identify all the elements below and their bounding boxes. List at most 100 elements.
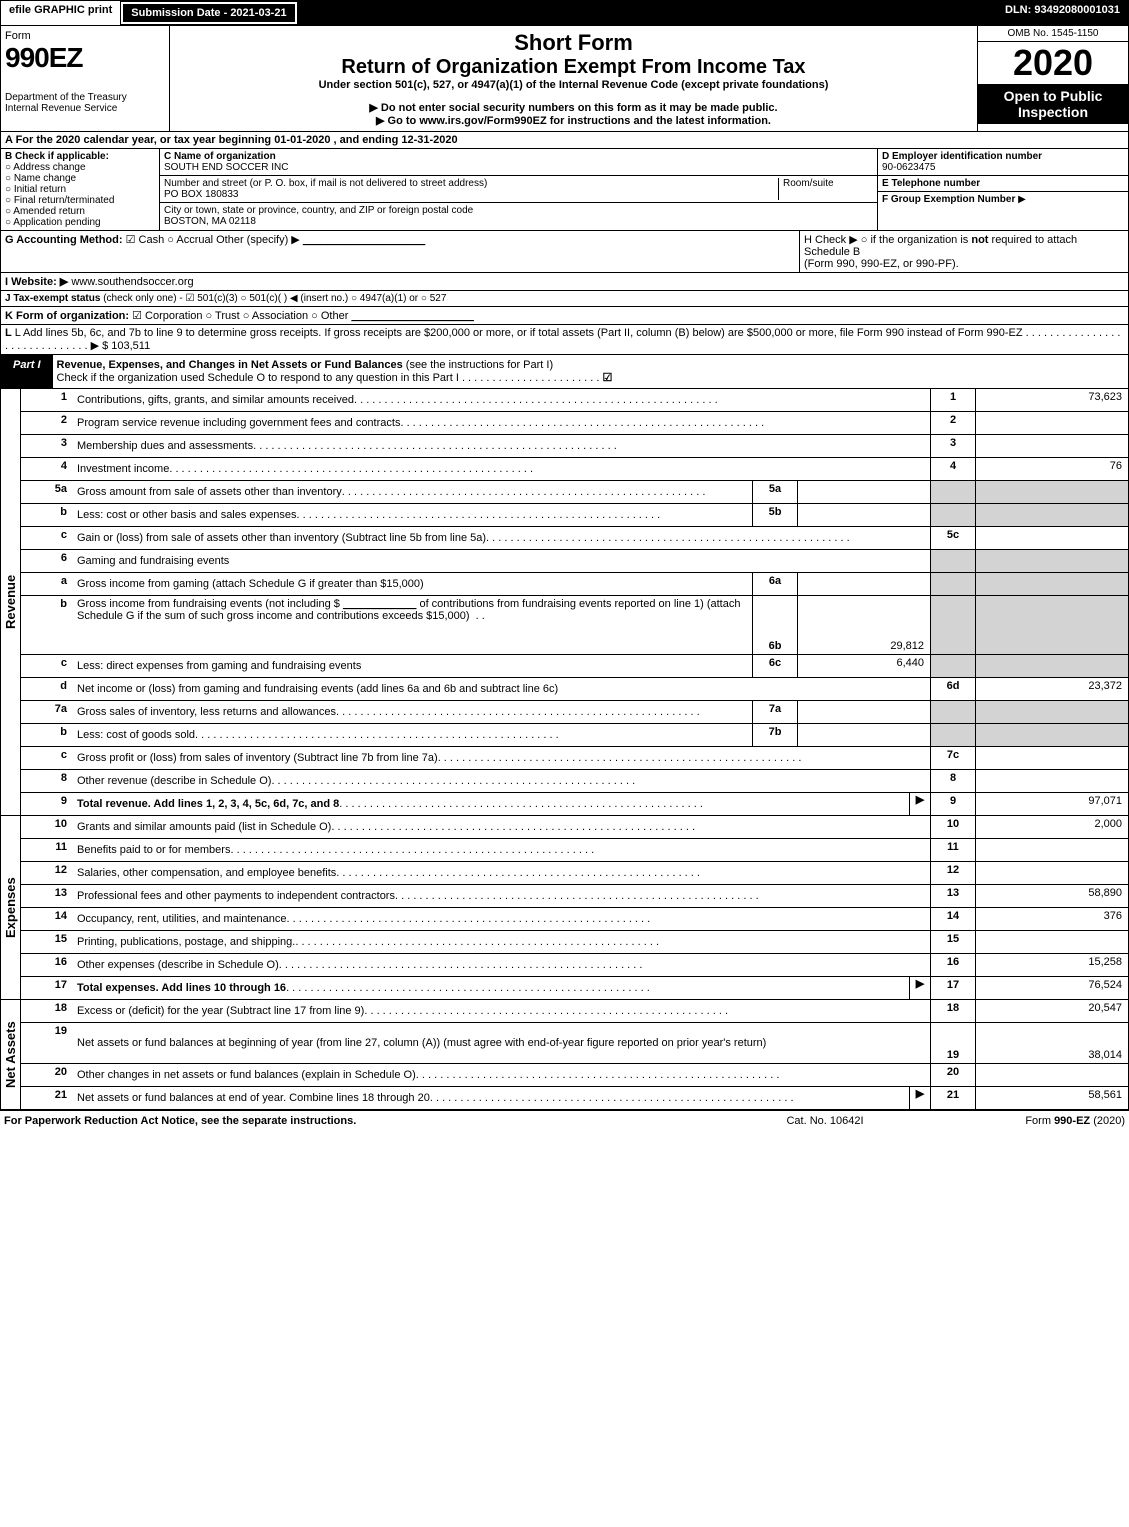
line-5b-no: b bbox=[21, 504, 73, 526]
line-7b-no: b bbox=[21, 724, 73, 746]
line-11-rval bbox=[975, 839, 1128, 861]
website-label: I Website: ▶ bbox=[5, 276, 68, 288]
h-checkbox[interactable] bbox=[861, 234, 871, 246]
line-18-rval: 20,547 bbox=[975, 1000, 1128, 1022]
efile-label[interactable]: efile GRAPHIC print bbox=[1, 1, 120, 25]
line-2-no: 2 bbox=[21, 412, 73, 434]
line-18-desc: Excess or (deficit) for the year (Subtra… bbox=[73, 1000, 930, 1022]
h-text1: H Check ▶ bbox=[804, 234, 861, 246]
line-6: 6 Gaming and fundraising events bbox=[21, 550, 1128, 573]
line-17-arrow: ▶ bbox=[909, 977, 930, 999]
check-final-return[interactable]: Final return/terminated bbox=[5, 195, 155, 206]
check-address-change[interactable]: Address change bbox=[5, 162, 155, 173]
line-6b-desc1: Gross income from fundraising events (no… bbox=[77, 598, 343, 610]
line-18-rno: 18 bbox=[930, 1000, 975, 1022]
line-1-rval: 73,623 bbox=[975, 389, 1128, 411]
check-application-pending[interactable]: Application pending bbox=[5, 217, 155, 228]
header-right: OMB No. 1545-1150 2020 Open to Public In… bbox=[977, 26, 1128, 131]
line-3-desc: Membership dues and assessments bbox=[73, 435, 930, 457]
line-5a-rval-shade bbox=[975, 481, 1128, 503]
part1-header: Part I Revenue, Expenses, and Changes in… bbox=[0, 355, 1129, 389]
tax-exempt-note: (check only one) - bbox=[103, 293, 182, 304]
city-label: City or town, state or province, country… bbox=[164, 205, 873, 216]
part1-check[interactable]: ☑ bbox=[603, 372, 613, 384]
check-name-change[interactable]: Name change bbox=[5, 173, 155, 184]
form-org-opts[interactable]: ☑ Corporation ○ Trust ○ Association ○ Ot… bbox=[132, 310, 348, 322]
check-amended-return[interactable]: Amended return bbox=[5, 206, 155, 217]
line-6-rval-shade bbox=[975, 550, 1128, 572]
tax-exempt-opts[interactable]: ☑ 501(c)(3) ○ 501(c)( ) ◀ (insert no.) ○… bbox=[185, 293, 446, 304]
part1-sub-dots: . . . . . . . . . . . . . . . . . . . . … bbox=[462, 372, 600, 384]
header-left: Form 990EZ Department of the Treasury In… bbox=[1, 26, 170, 131]
line-6-desc: Gaming and fundraising events bbox=[73, 550, 930, 572]
form-number: 990EZ bbox=[5, 42, 165, 74]
accounting-cash[interactable]: Cash bbox=[126, 234, 165, 246]
h-text2: if the organization is bbox=[870, 234, 971, 246]
line-8-no: 8 bbox=[21, 770, 73, 792]
line-13-no: 13 bbox=[21, 885, 73, 907]
accounting-other[interactable]: Other (specify) ▶ bbox=[216, 234, 300, 246]
irs-link[interactable]: www.irs.gov/Form990EZ bbox=[419, 115, 546, 127]
line-5a: 5a Gross amount from sale of assets othe… bbox=[21, 481, 1128, 504]
line-15-desc: Printing, publications, postage, and shi… bbox=[73, 931, 930, 953]
line-16: 16 Other expenses (describe in Schedule … bbox=[21, 954, 1128, 977]
line-6b-subval: 29,812 bbox=[797, 596, 930, 654]
line-6c: c Less: direct expenses from gaming and … bbox=[21, 655, 1128, 678]
part1-note: (see the instructions for Part I) bbox=[406, 359, 553, 371]
line-6a: a Gross income from gaming (attach Sched… bbox=[21, 573, 1128, 596]
line-18: 18 Excess or (deficit) for the year (Sub… bbox=[21, 1000, 1128, 1023]
org-city-row: City or town, state or province, country… bbox=[160, 203, 877, 229]
line-13: 13 Professional fees and other payments … bbox=[21, 885, 1128, 908]
line-1-no: 1 bbox=[21, 389, 73, 411]
line-7a: 7a Gross sales of inventory, less return… bbox=[21, 701, 1128, 724]
line-6d-no: d bbox=[21, 678, 73, 700]
row-h: H Check ▶ if the organization is not req… bbox=[799, 231, 1128, 272]
goto-pre: ▶ Go to bbox=[376, 115, 419, 127]
goto-post: for instructions and the latest informat… bbox=[547, 115, 771, 127]
line-9-desc: Total revenue. Add lines 1, 2, 3, 4, 5c,… bbox=[73, 793, 909, 815]
line-9-rno: 9 bbox=[930, 793, 975, 815]
line-7a-rval-shade bbox=[975, 701, 1128, 723]
footer-left: For Paperwork Reduction Act Notice, see … bbox=[4, 1115, 725, 1127]
line-12-rval bbox=[975, 862, 1128, 884]
line-2-rval bbox=[975, 412, 1128, 434]
line-7c: c Gross profit or (loss) from sales of i… bbox=[21, 747, 1128, 770]
line-14-no: 14 bbox=[21, 908, 73, 930]
line-8-rval bbox=[975, 770, 1128, 792]
line-21-rno: 21 bbox=[930, 1087, 975, 1109]
header-center: Short Form Return of Organization Exempt… bbox=[170, 26, 977, 131]
row-gh: G Accounting Method: Cash Accrual Other … bbox=[0, 231, 1129, 273]
check-initial-return[interactable]: Initial return bbox=[5, 184, 155, 195]
line-4: 4 Investment income 4 76 bbox=[21, 458, 1128, 481]
top-bar: efile GRAPHIC print Submission Date - 20… bbox=[0, 0, 1129, 26]
form-org-label: K Form of organization: bbox=[5, 310, 129, 322]
row-l-text: L Add lines 5b, 6c, and 7b to line 9 to … bbox=[15, 327, 1023, 339]
accounting-accrual[interactable]: Accrual bbox=[167, 234, 213, 246]
line-10-rval: 2,000 bbox=[975, 816, 1128, 838]
revenue-vlabel: Revenue bbox=[1, 389, 21, 815]
line-14-desc: Occupancy, rent, utilities, and maintena… bbox=[73, 908, 930, 930]
line-16-rval: 15,258 bbox=[975, 954, 1128, 976]
line-15-no: 15 bbox=[21, 931, 73, 953]
h-not: not bbox=[971, 234, 988, 246]
line-19-no: 19 bbox=[21, 1023, 73, 1063]
revenue-lines: 1 Contributions, gifts, grants, and simi… bbox=[21, 389, 1128, 815]
room-suite-label: Room/suite bbox=[778, 178, 873, 200]
city-value: BOSTON, MA 02118 bbox=[164, 216, 873, 227]
line-21-arrow: ▶ bbox=[909, 1087, 930, 1109]
line-9-arrow: ▶ bbox=[909, 793, 930, 815]
line-2-desc: Program service revenue including govern… bbox=[73, 412, 930, 434]
org-name: SOUTH END SOCCER INC bbox=[164, 162, 873, 173]
netassets-vlabel: Net Assets bbox=[1, 1000, 21, 1109]
box-def: D Employer identification number 90-0623… bbox=[877, 149, 1128, 230]
line-16-desc: Other expenses (describe in Schedule O) bbox=[73, 954, 930, 976]
row-g: G Accounting Method: Cash Accrual Other … bbox=[1, 231, 799, 272]
line-17-desc: Total expenses. Add lines 10 through 16 bbox=[73, 977, 909, 999]
line-6b-subno: 6b bbox=[752, 596, 797, 654]
website-link[interactable]: www.southendsoccer.org bbox=[71, 276, 193, 288]
line-6c-rno-shade bbox=[930, 655, 975, 677]
line-17-no: 17 bbox=[21, 977, 73, 999]
line-6-no: 6 bbox=[21, 550, 73, 572]
row-l: L L Add lines 5b, 6c, and 7b to line 9 t… bbox=[0, 325, 1129, 355]
line-16-no: 16 bbox=[21, 954, 73, 976]
